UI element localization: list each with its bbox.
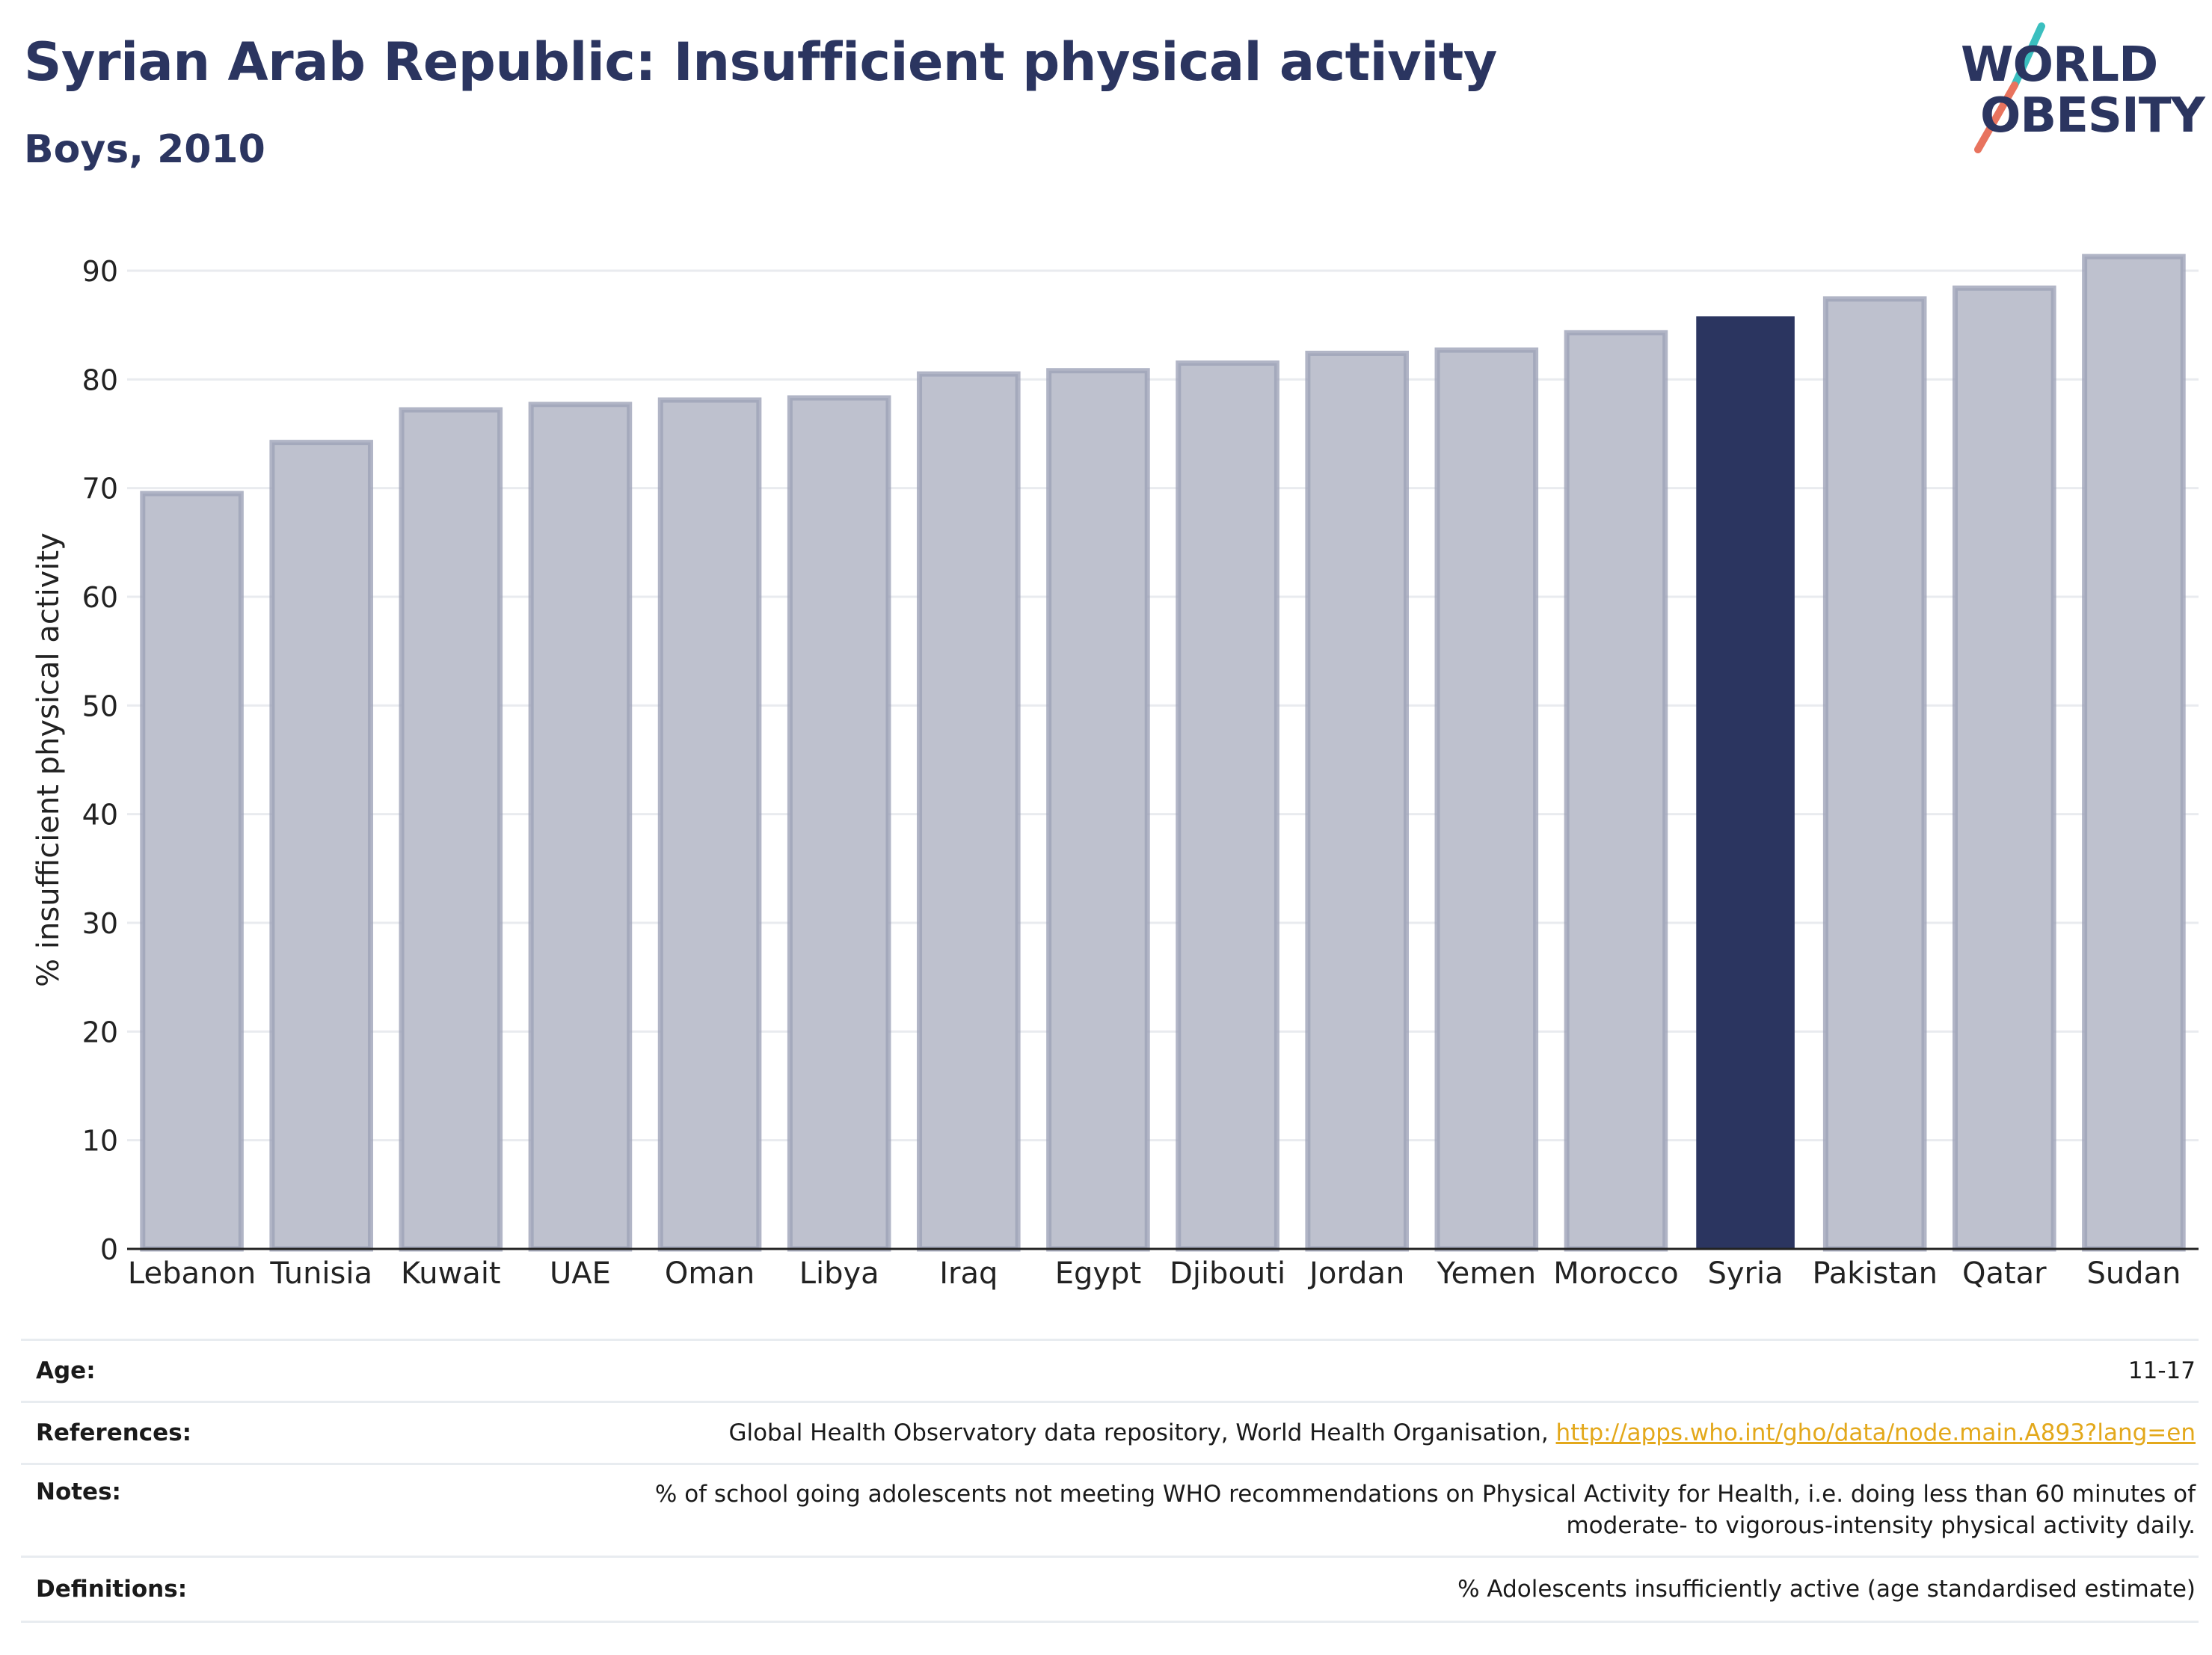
x-tick-label: Syria <box>1707 1256 1783 1291</box>
y-axis-label: % insufficient physical activity <box>31 532 66 987</box>
y-tick-label: 10 <box>82 1125 118 1158</box>
x-tick-label: Tunisia <box>269 1256 372 1291</box>
bar-kuwait[interactable] <box>399 407 503 1252</box>
chart-metadata-table: Age: 11-17 References: Global Health Obs… <box>21 1339 2199 1623</box>
x-tick-label: Lebanon <box>128 1256 256 1291</box>
notes-line-2: moderate- to vigorous-intensity physical… <box>1566 1512 2196 1539</box>
y-tick-label: 20 <box>82 1016 118 1048</box>
y-tick-label: 70 <box>82 473 118 506</box>
definitions-label: Definitions: <box>36 1576 188 1603</box>
x-tick-label: Sudan <box>2086 1256 2181 1291</box>
x-tick-label: Djibouti <box>1170 1256 1285 1291</box>
y-tick-label: 40 <box>82 799 118 832</box>
notes-label: Notes: <box>36 1479 121 1505</box>
y-tick-label: 30 <box>82 907 118 940</box>
bar-qatar[interactable] <box>1953 285 2056 1252</box>
x-tick-label: Libya <box>799 1256 879 1291</box>
bar-tunisia[interactable] <box>269 440 373 1252</box>
definitions-value: % Adolescents insufficiently active (age… <box>1457 1576 2196 1603</box>
bar-sudan[interactable] <box>2082 254 2186 1252</box>
x-tick-label: Morocco <box>1553 1256 1678 1291</box>
y-tick-label: 0 <box>100 1233 118 1266</box>
logo-text-world: WORLD <box>1961 37 2158 93</box>
x-tick-label: Yemen <box>1436 1256 1536 1291</box>
age-label: Age: <box>36 1357 96 1384</box>
bar-iraq[interactable] <box>917 371 1021 1252</box>
bar-pakistan[interactable] <box>1822 296 1927 1252</box>
bars <box>140 254 2186 1252</box>
x-tick-label: Qatar <box>1962 1256 2047 1291</box>
notes-value: % of school going adolescents not meetin… <box>655 1479 2199 1541</box>
bar-yemen[interactable] <box>1434 347 1539 1252</box>
bar-uae[interactable] <box>528 402 633 1252</box>
references-link[interactable]: http://apps.who.int/gho/data/node.main.A… <box>1555 1419 2196 1446</box>
logo-text-obesity: OBESITY <box>1980 88 2205 144</box>
x-tick-label: Oman <box>665 1256 755 1291</box>
bar-jordan[interactable] <box>1305 350 1409 1252</box>
bar-oman[interactable] <box>657 397 762 1252</box>
bar-egypt[interactable] <box>1046 368 1150 1252</box>
meta-row-notes: Notes: % of school going adolescents not… <box>21 1463 2199 1556</box>
bar-morocco[interactable] <box>1564 330 1668 1252</box>
y-tick-labels: 0 10 20 30 40 50 60 70 80 90 <box>82 255 118 1266</box>
x-tick-label: Jordan <box>1307 1256 1404 1291</box>
bar-lebanon[interactable] <box>140 491 244 1252</box>
y-tick-label: 50 <box>82 690 118 722</box>
world-obesity-logo[interactable]: WORLD OBESITY <box>1952 22 2206 165</box>
x-tick-labels: Lebanon Tunisia Kuwait UAE Oman Libya Iraq Egyp… <box>128 1256 2181 1291</box>
meta-row-age: Age: 11-17 <box>21 1339 2199 1401</box>
references-text: Global Health Observatory data repositor… <box>728 1419 1556 1446</box>
meta-row-definitions: Definitions: % Adolescents insufficientl… <box>21 1556 2199 1623</box>
bar-chart: 0 10 20 30 40 50 60 70 80 90 Lebanon Tunisia Kuwait… <box>31 254 2199 1291</box>
x-tick-label: UAE <box>550 1256 611 1291</box>
x-tick-label: Kuwait <box>401 1256 501 1291</box>
chart-title: Syrian Arab Republic: Insufficient physi… <box>24 31 1497 93</box>
x-tick-label: Iraq <box>939 1256 998 1291</box>
y-tick-label: 80 <box>82 363 118 396</box>
x-tick-label: Egypt <box>1055 1256 1141 1291</box>
bar-libya[interactable] <box>787 395 891 1252</box>
y-tick-label: 90 <box>82 255 118 288</box>
age-value: 11-17 <box>2127 1357 2196 1384</box>
meta-row-references: References: Global Health Observatory da… <box>21 1401 2199 1463</box>
bar-djibouti[interactable] <box>1176 360 1279 1252</box>
references-value: Global Health Observatory data repositor… <box>728 1417 2199 1449</box>
x-tick-label: Pakistan <box>1812 1256 1938 1291</box>
notes-line-1: % of school going adolescents not meetin… <box>654 1481 2196 1508</box>
logo-slash-icon <box>1974 22 2045 153</box>
chart-subtitle: Boys, 2010 <box>24 127 265 172</box>
references-label: References: <box>36 1419 192 1446</box>
y-tick-label: 60 <box>82 581 118 614</box>
bar-syria[interactable] <box>1696 316 1795 1249</box>
